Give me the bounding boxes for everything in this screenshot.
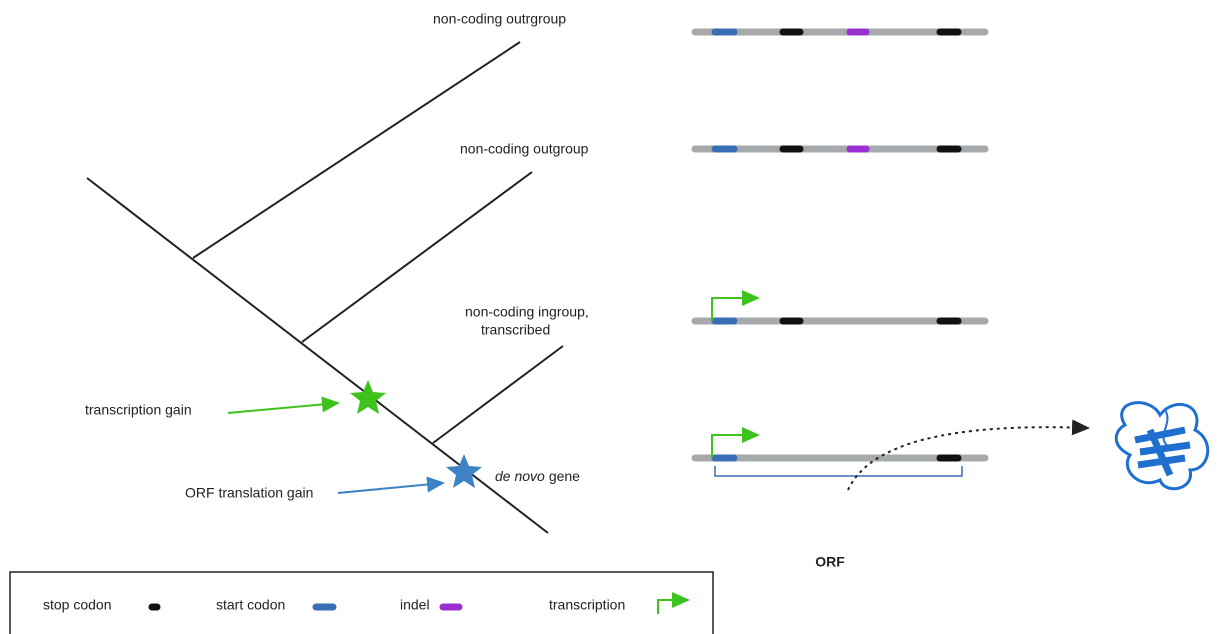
trunk [87, 178, 548, 533]
de-novo-italic: de novo [495, 468, 545, 484]
orf-label: ORF [815, 554, 845, 570]
de-novo-rest: gene [549, 468, 580, 484]
legend-label: start codon [216, 597, 285, 613]
event-label: transcription gain [85, 402, 192, 418]
event-arrow [228, 403, 338, 413]
legend-swatch [658, 600, 688, 614]
tree [87, 42, 563, 533]
leaf-label: transcribed [481, 322, 550, 338]
legend-label: stop codon [43, 597, 112, 613]
leaf-label: non-coding outrgroup [433, 11, 566, 27]
leaf-label: non-coding outgroup [460, 141, 589, 157]
legend-label: transcription [549, 597, 625, 613]
legend-label: indel [400, 597, 430, 613]
diagram: non-coding outrgroup non-coding outgroup… [0, 0, 1218, 634]
sequences [695, 32, 985, 476]
event-label: ORF translation gain [185, 485, 313, 501]
branch [433, 346, 563, 443]
event-arrow [338, 483, 443, 493]
leaf-label: non-coding ingroup, [465, 304, 589, 320]
protein [1116, 403, 1207, 489]
